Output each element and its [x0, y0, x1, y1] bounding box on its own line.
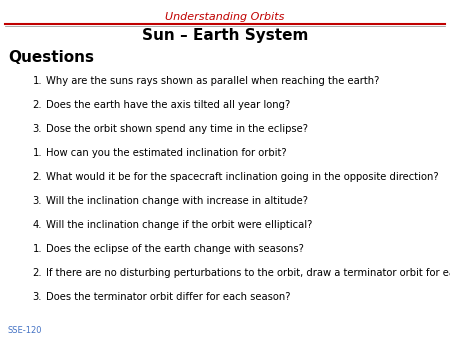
Text: What would it be for the spacecraft inclination going in the opposite direction?: What would it be for the spacecraft incl…	[46, 172, 439, 182]
Text: 2.: 2.	[32, 100, 42, 110]
Text: 1.: 1.	[32, 148, 42, 158]
Text: 3.: 3.	[32, 196, 42, 206]
Text: 1.: 1.	[32, 244, 42, 254]
Text: How can you the estimated inclination for orbit?: How can you the estimated inclination fo…	[46, 148, 287, 158]
Text: 2.: 2.	[32, 268, 42, 278]
Text: Understanding Orbits: Understanding Orbits	[165, 12, 285, 22]
Text: 2.: 2.	[32, 172, 42, 182]
Text: Does the earth have the axis tilted all year long?: Does the earth have the axis tilted all …	[46, 100, 290, 110]
Text: Does the terminator orbit differ for each season?: Does the terminator orbit differ for eac…	[46, 292, 291, 302]
Text: Sun – Earth System: Sun – Earth System	[142, 28, 308, 43]
Text: 1.: 1.	[32, 76, 42, 86]
Text: Questions: Questions	[8, 50, 94, 65]
Text: Does the eclipse of the earth change with seasons?: Does the eclipse of the earth change wit…	[46, 244, 304, 254]
Text: Will the inclination change if the orbit were elliptical?: Will the inclination change if the orbit…	[46, 220, 312, 230]
Text: Why are the suns rays shown as parallel when reaching the earth?: Why are the suns rays shown as parallel …	[46, 76, 379, 86]
Text: If there are no disturbing perturbations to the orbit, draw a terminator orbit f: If there are no disturbing perturbations…	[46, 268, 450, 278]
Text: Dose the orbit shown spend any time in the eclipse?: Dose the orbit shown spend any time in t…	[46, 124, 308, 134]
Text: 4.: 4.	[32, 220, 42, 230]
Text: Will the inclination change with increase in altitude?: Will the inclination change with increas…	[46, 196, 308, 206]
Text: SSE-120: SSE-120	[8, 326, 42, 335]
Text: 3.: 3.	[32, 292, 42, 302]
Text: 3.: 3.	[32, 124, 42, 134]
